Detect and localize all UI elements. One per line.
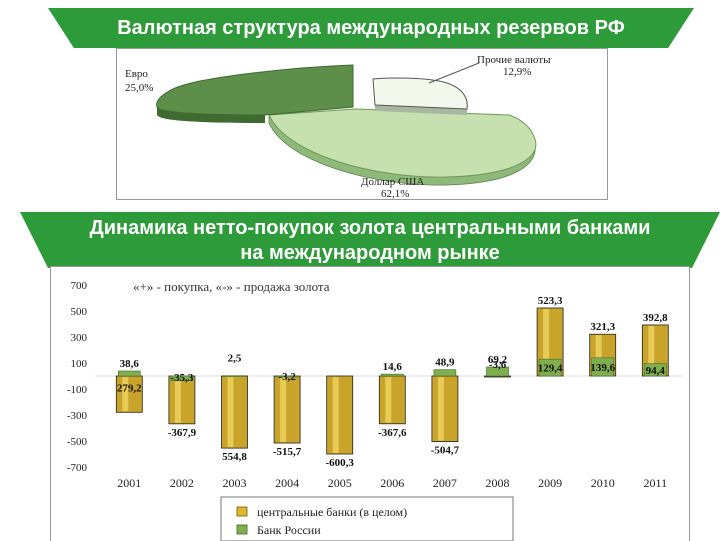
bar-label-central-banks: -504,7 <box>431 445 460 457</box>
gold-title-line-2: на международном рынке <box>240 242 500 264</box>
pie-slice-other-side <box>375 105 467 115</box>
bar-bank-of-russia <box>433 369 457 377</box>
x-tick-label: 2006 <box>380 476 404 490</box>
pie-slice-euro <box>156 64 354 116</box>
bar-label-bank-of-russia: 48,9 <box>435 357 455 369</box>
bar-label-bank-of-russia: 69,2 <box>488 354 508 366</box>
bar-central-banks-highlight <box>174 377 181 423</box>
bar-label-bank-of-russia: 94,4 <box>646 365 666 377</box>
bar-central-banks <box>431 375 459 443</box>
bar-label-bank-of-russia: 38,6 <box>120 358 140 370</box>
bar-central-banks-highlight <box>122 377 129 412</box>
bar-label-central-banks: -367,9 <box>168 427 197 439</box>
reserves-title: Валютная структура международных резерво… <box>117 17 625 39</box>
x-tick-label: 2009 <box>538 476 562 490</box>
pie-chart-panel: Евро 25,0% Прочие валюты 12,9% Доллар СШ… <box>116 48 608 200</box>
bar-bank-of-russia <box>486 366 509 377</box>
pie-label-other-name: Прочие валюты <box>477 54 551 66</box>
bar-label-central-banks: -600,3 <box>325 457 354 469</box>
bar-central-banks-highlight <box>280 377 287 443</box>
title-banner-gold: Динамика нетто-покупок золота центральны… <box>20 212 720 268</box>
bar-central-banks-highlight <box>227 377 234 448</box>
bar-chart: 700 500 300 100 -100 -300 -500 -700 279,2 38,6 -3… <box>67 279 683 541</box>
bar-bank-of-russia <box>538 358 562 377</box>
legend-label-bank-of-russia: Банк России <box>257 523 321 537</box>
chart-annotation: «+» - покупка, «-» - продажа золота <box>133 279 330 294</box>
bar-label-bank-of-russia: 139,6 <box>590 362 615 374</box>
y-tick-label: 700 <box>71 280 88 292</box>
x-tick-label: 2007 <box>433 476 457 490</box>
bar-chart-panel: 700 500 300 100 -100 -300 -500 -700 279,2 38,6 -3… <box>50 266 690 541</box>
x-tick-label: 2003 <box>223 476 247 490</box>
x-tick-label: 2002 <box>170 476 194 490</box>
y-tick-label: -300 <box>67 410 88 422</box>
title-banner-reserves: Валютная структура международных резерво… <box>48 8 694 48</box>
bar-label-central-banks: -3,6 <box>489 359 507 371</box>
bar-label-central-banks: -367,6 <box>378 427 407 439</box>
pie-chart: Евро 25,0% Прочие валюты 12,9% Доллар СШ… <box>125 54 551 199</box>
legend-label-central-banks: центральные банки (в целом) <box>257 505 407 519</box>
y-tick-label: 500 <box>71 306 88 318</box>
bar-central-banks-highlight <box>332 377 339 454</box>
x-tick-label: 2011 <box>644 476 668 490</box>
bar-bank-of-russia <box>380 373 404 377</box>
bar-central-banks <box>221 375 248 449</box>
bar-central-banks-highlight <box>437 377 444 441</box>
pie-slice-euro-side <box>157 107 265 123</box>
y-tick-label: -500 <box>67 436 88 448</box>
pie-label-other-value: 12,9% <box>503 66 531 78</box>
pie-label-euro-value: 25,0% <box>125 82 153 94</box>
y-tick-label: -100 <box>67 384 88 396</box>
bar-central-banks <box>326 375 354 455</box>
bar-central-banks-highlight <box>385 377 392 423</box>
bar-label-central-banks: 321,3 <box>590 321 615 333</box>
bar-label-central-banks: 554,8 <box>222 451 247 463</box>
pie-label-usd-value: 62,1% <box>381 188 409 199</box>
gold-title-line-1: Динамика нетто-покупок золота центральны… <box>89 217 651 239</box>
bar-label-bank-of-russia: 129,4 <box>538 363 563 375</box>
bar-bank-of-russia <box>223 375 246 377</box>
y-tick-label: -700 <box>67 462 88 474</box>
bar-bank-of-russia <box>275 375 299 378</box>
bar-central-banks <box>273 375 301 444</box>
x-tick-label: 2008 <box>486 476 510 490</box>
bar-bank-of-russia <box>170 375 194 381</box>
x-tick-label: 2001 <box>117 476 141 490</box>
bar-label-central-banks: 279,2 <box>117 383 142 395</box>
bar-central-banks <box>115 375 143 413</box>
x-tick-label: 2005 <box>328 476 352 490</box>
bar-bank-of-russia <box>643 363 667 377</box>
bar-label-bank-of-russia: 14,6 <box>383 361 403 373</box>
bar-bank-of-russia <box>118 370 141 377</box>
x-tick-label: 2004 <box>275 476 299 490</box>
legend-swatch-central-banks <box>236 506 248 517</box>
bar-central-banks-highlight <box>648 325 655 375</box>
y-tick-label: 300 <box>71 332 88 344</box>
legend-box <box>220 496 514 541</box>
pie-leader-line-other <box>428 62 480 84</box>
bar-label-bank-of-russia: 2,5 <box>228 353 242 365</box>
bar-label-bank-of-russia: -3,2 <box>278 371 296 383</box>
bar-bank-of-russia <box>591 357 615 377</box>
y-tick-label: 100 <box>71 358 88 370</box>
bar-label-bank-of-russia: -35,3 <box>170 372 193 384</box>
pie-label-euro-name: Евро <box>125 68 148 80</box>
x-tick-label: 2010 <box>591 476 615 490</box>
pie-slice-other <box>372 77 468 110</box>
bar-label-central-banks: 523,3 <box>538 295 563 307</box>
bar-central-banks-highlight <box>595 335 602 375</box>
pie-label-usd-name: Доллар США <box>361 176 424 188</box>
bar-label-central-banks: 392,8 <box>643 312 668 324</box>
bar-label-central-banks: -515,7 <box>273 446 302 458</box>
legend-swatch-bank-of-russia <box>236 524 248 535</box>
bar-central-banks <box>378 375 406 425</box>
bar-central-banks-highlight <box>543 308 550 375</box>
pie-slice-usd <box>268 108 537 178</box>
